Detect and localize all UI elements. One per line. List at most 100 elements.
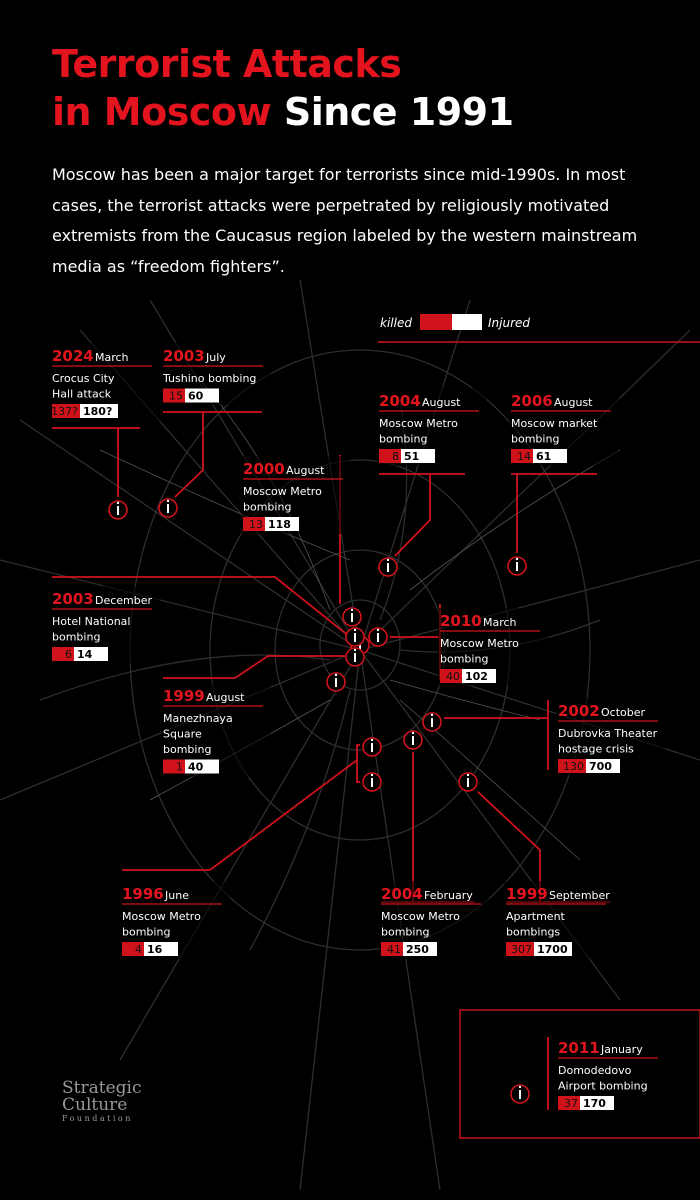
killed-count: 41 xyxy=(387,943,401,956)
marker-dot xyxy=(430,713,434,717)
connector xyxy=(52,427,140,497)
attack-label: 2006 August Moscow market bombing 14 61 xyxy=(509,388,619,466)
attack-name: Manezhnaya xyxy=(163,712,233,725)
marker-dot xyxy=(466,773,470,777)
marker-dot xyxy=(386,558,390,562)
killed-box xyxy=(379,449,401,463)
location-marker xyxy=(510,1084,530,1104)
attack-name: Moscow market xyxy=(511,417,598,430)
killed-count: 40 xyxy=(446,670,460,683)
connector xyxy=(381,752,475,903)
location-marker xyxy=(345,627,365,647)
attack-label: 2002 October Dubrovka Theater hostage crisi… xyxy=(556,698,666,776)
injured-count: 61 xyxy=(536,450,551,463)
injured-count: 102 xyxy=(465,670,488,683)
injured-box xyxy=(185,388,219,403)
attack-year: 2010 xyxy=(440,612,482,630)
attack-year: 2004 xyxy=(379,392,421,410)
killed-box xyxy=(122,942,144,956)
marker-dot xyxy=(334,673,338,677)
attack-year: 2006 xyxy=(511,392,553,410)
injured-count: 14 xyxy=(77,648,93,661)
injured-box xyxy=(403,942,437,956)
attack-name: bombing xyxy=(440,653,488,666)
attack-name: Moscow Metro xyxy=(122,910,201,923)
attack-label: 1999 September Apartment bombings 307 1700 xyxy=(504,881,614,959)
killed-box xyxy=(381,942,403,956)
attack-name: bombing xyxy=(511,433,559,446)
injured-count: 40 xyxy=(188,761,204,774)
location-marker xyxy=(362,737,382,757)
location-marker xyxy=(403,730,423,750)
title: Terrorist Attacks in Moscow Since 1991 xyxy=(52,40,514,136)
logo-line: Strategic xyxy=(62,1078,142,1098)
marker-dot xyxy=(411,731,415,735)
attack-name: Hall attack xyxy=(52,388,112,401)
attack-name: Tushino bombing xyxy=(162,372,256,385)
marker-dot xyxy=(370,773,374,777)
injured-box xyxy=(401,449,435,463)
attack-name: bombing xyxy=(243,501,291,514)
marker-dot xyxy=(353,648,357,652)
attack-label: 2011 January Domodedovo Airport bombing 37 17… xyxy=(556,1035,666,1113)
injured-count: 180? xyxy=(83,405,112,418)
attack-month: June xyxy=(164,889,189,902)
attack-name: bombing xyxy=(381,926,429,939)
injured-box xyxy=(265,517,299,531)
attack-year: 2002 xyxy=(558,702,600,720)
legend-injured: Injured xyxy=(488,316,530,330)
connector xyxy=(52,576,351,638)
attack-year: 2004 xyxy=(381,885,423,903)
killed-box xyxy=(440,669,462,683)
attack-year: 2003 xyxy=(163,347,205,365)
killed-count: 8 xyxy=(392,450,399,463)
killed-box xyxy=(506,942,534,956)
marker-dot xyxy=(116,501,120,505)
killed-count: 6 xyxy=(65,648,72,661)
location-marker xyxy=(362,772,382,792)
attack-name: bombing xyxy=(122,926,170,939)
killed-box xyxy=(558,759,586,773)
location-marker xyxy=(368,627,388,647)
injured-count: 60 xyxy=(188,390,204,403)
attack-name: hostage crisis xyxy=(558,743,634,756)
killed-box xyxy=(163,388,185,403)
injured-count: 16 xyxy=(147,943,163,956)
attack-name: Airport bombing xyxy=(558,1080,648,1093)
attack-year: 2003 xyxy=(52,590,94,608)
killed-count: 1 xyxy=(176,761,183,774)
killed-count: 14 xyxy=(517,450,531,463)
attack-label: 1999 August Manezhnaya Square bombing 1 40 xyxy=(161,683,271,777)
attack-label: 2003 July Tushino bombing 15 60 xyxy=(161,343,271,405)
connector xyxy=(444,700,549,770)
title-line: Since 1991 xyxy=(283,90,514,134)
attack-year: 1996 xyxy=(122,885,164,903)
legend-swatch-injured xyxy=(452,314,482,330)
attack-label: 1996 June Moscow Metro bombing 4 16 xyxy=(120,881,230,959)
attack-month: July xyxy=(205,351,226,364)
injured-box xyxy=(185,759,219,774)
connector xyxy=(511,473,597,553)
title-line: in Moscow xyxy=(52,90,272,134)
attack-month: February xyxy=(424,889,473,902)
marker-dot xyxy=(350,608,354,612)
attack-year: 2024 xyxy=(52,347,94,365)
injured-box xyxy=(533,449,567,463)
attack-name: Moscow Metro xyxy=(243,485,322,498)
logo-line: Foundation xyxy=(62,1114,133,1123)
location-marker xyxy=(345,647,365,667)
injured-box xyxy=(144,942,178,956)
attack-year: 2000 xyxy=(243,460,285,478)
attack-month: August xyxy=(286,464,325,477)
marker-dot xyxy=(353,628,357,632)
inset-frame xyxy=(459,1009,700,1139)
killed-box xyxy=(163,759,185,774)
attack-name: Crocus City xyxy=(52,372,115,385)
injured-box xyxy=(74,647,108,661)
injured-count: 1700 xyxy=(537,943,568,956)
attack-name: Moscow Metro xyxy=(379,417,458,430)
attack-name: bombing xyxy=(163,743,211,756)
injured-count: 51 xyxy=(404,450,419,463)
marker-dot xyxy=(376,628,380,632)
